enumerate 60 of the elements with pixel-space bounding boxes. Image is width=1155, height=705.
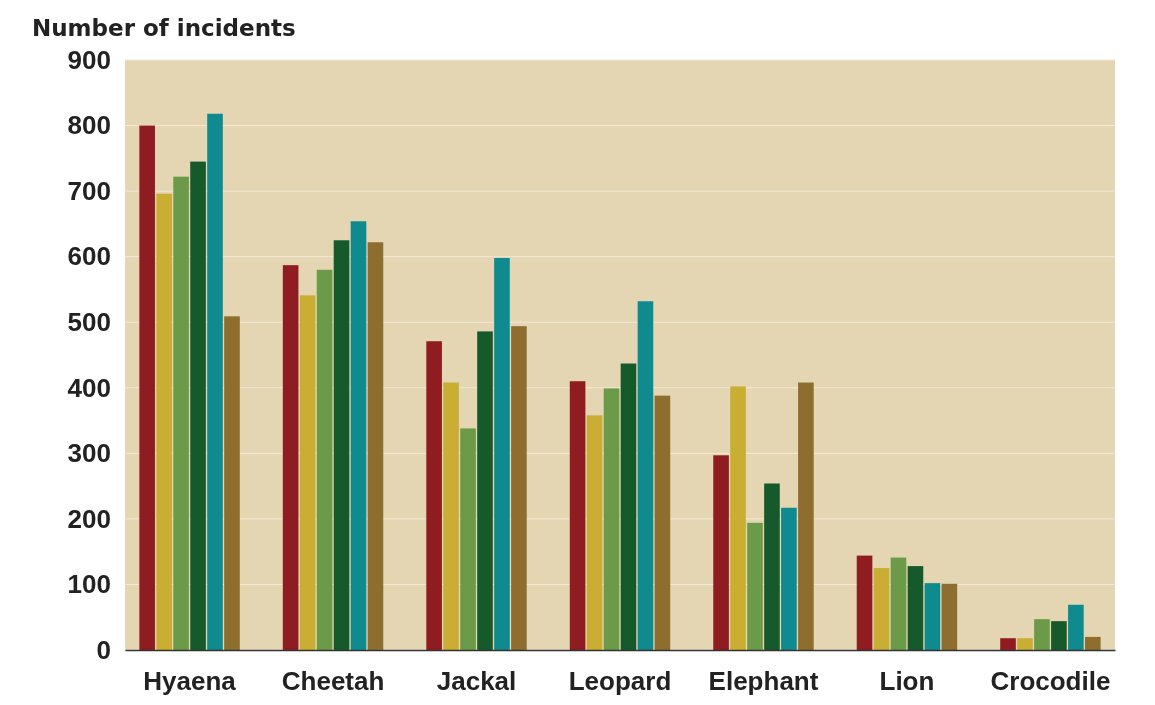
bar: [207, 113, 223, 650]
bar: [156, 193, 172, 650]
bar: [299, 295, 316, 650]
y-tick-label: 100: [67, 569, 111, 600]
y-tick-label: 800: [67, 110, 111, 141]
bar: [1051, 621, 1067, 650]
y-tick-label: 200: [67, 503, 111, 534]
y-tick-label: 600: [67, 241, 111, 272]
x-tick-label: Crocodile: [990, 666, 1111, 697]
bar: [367, 242, 384, 650]
bar: [477, 331, 493, 650]
bar: [890, 557, 907, 650]
bar: [747, 522, 763, 650]
bar: [1068, 604, 1084, 650]
y-axis-title: Number of incidents: [32, 15, 296, 41]
bar: [586, 415, 603, 650]
bar: [941, 583, 958, 650]
y-tick-label: 300: [67, 438, 111, 469]
bar: [781, 507, 797, 650]
bar: [569, 381, 586, 650]
bar: [350, 221, 367, 650]
bar: [873, 568, 890, 650]
bar: [426, 341, 442, 650]
bar: [173, 176, 189, 650]
bar: [1017, 638, 1033, 650]
y-tick-label: 900: [67, 44, 111, 75]
y-tick-label: 500: [67, 307, 111, 338]
bar: [924, 583, 941, 650]
bar: [637, 301, 654, 650]
bar: [764, 483, 780, 650]
x-tick-label: Hyaena: [143, 666, 237, 697]
bar: [1034, 619, 1050, 650]
y-tick-label: 0: [96, 634, 111, 665]
bar: [333, 240, 350, 650]
bar: [856, 555, 873, 650]
bar: [907, 566, 924, 650]
bar: [730, 386, 746, 650]
bar: [443, 382, 459, 650]
bar: [139, 125, 155, 650]
bar: [224, 316, 240, 650]
bar: [282, 265, 299, 650]
bar: [654, 395, 671, 650]
bar: [316, 269, 333, 650]
x-tick-label: Lion: [879, 666, 935, 697]
x-tick-label: Jackal: [436, 666, 517, 697]
x-tick-label: Leopard: [568, 666, 672, 697]
y-tick-label: 400: [67, 372, 111, 403]
bar: [1000, 638, 1016, 650]
bar: [1085, 636, 1101, 650]
bar: [494, 257, 510, 650]
bar: [713, 455, 729, 650]
bar: [798, 382, 814, 650]
bar: [511, 326, 527, 650]
bar: [460, 428, 476, 650]
x-tick-label: Elephant: [708, 666, 819, 697]
bar: [190, 161, 206, 650]
x-tick-label: Cheetah: [281, 666, 385, 697]
y-tick-label: 700: [67, 175, 111, 206]
bar: [620, 363, 637, 650]
bar: [603, 388, 620, 650]
